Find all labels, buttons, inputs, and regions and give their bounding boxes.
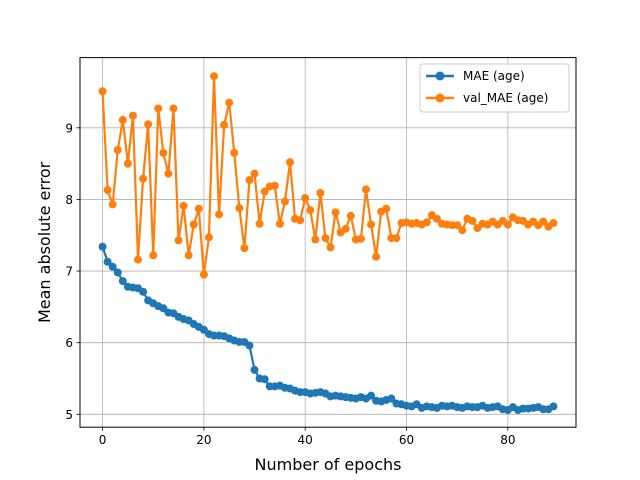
data-point-val-mae	[341, 224, 350, 233]
x-tick-label: 0	[99, 433, 107, 447]
data-point-val-mae	[346, 211, 355, 220]
data-point-val-mae	[210, 72, 219, 81]
data-point-val-mae	[179, 201, 188, 210]
legend-box	[419, 63, 570, 113]
x-axis-label: Number of epochs	[255, 455, 402, 474]
data-point-val-mae	[539, 217, 548, 226]
data-point-mae	[98, 242, 107, 251]
data-point-val-mae	[134, 255, 143, 264]
data-point-val-mae	[306, 206, 315, 215]
data-point-mae	[260, 375, 269, 384]
data-point-val-mae	[98, 87, 107, 96]
data-point-val-mae	[453, 221, 462, 230]
data-point-mae	[113, 268, 122, 277]
y-axis-label: Mean absolute error	[35, 161, 54, 323]
data-point-val-mae	[372, 252, 381, 261]
gridlines	[80, 57, 576, 428]
data-point-val-mae	[260, 187, 269, 196]
data-point-mae	[108, 262, 117, 271]
data-point-val-mae	[240, 244, 249, 253]
data-point-val-mae	[382, 204, 391, 213]
data-point-val-mae	[362, 185, 370, 194]
legend: MAE (age) val_MAE (age)	[419, 63, 570, 113]
data-point-val-mae	[215, 210, 224, 219]
data-point-val-mae	[392, 234, 401, 243]
data-point-val-mae	[432, 214, 441, 223]
data-point-val-mae	[103, 186, 112, 195]
data-point-mae	[387, 394, 396, 403]
data-point-val-mae	[245, 176, 254, 185]
data-point-val-mae	[270, 181, 279, 190]
data-point-val-mae	[118, 115, 127, 124]
data-point-val-mae	[144, 120, 153, 129]
data-point-val-mae	[113, 146, 122, 154]
x-tick-label: 60	[399, 433, 414, 447]
legend-label-val-mae: val_MAE (age)	[463, 91, 548, 105]
data-point-mae	[250, 365, 259, 374]
data-point-val-mae	[503, 220, 512, 229]
data-point-val-mae	[458, 226, 467, 235]
data-point-val-mae	[184, 251, 193, 260]
data-point-val-mae	[235, 204, 244, 213]
data-point-val-mae	[280, 197, 289, 206]
data-point-val-mae	[321, 234, 330, 243]
data-point-val-mae	[108, 200, 117, 209]
x-tick-label: 40	[298, 433, 313, 447]
data-point-val-mae	[326, 243, 335, 252]
data-point-val-mae	[123, 159, 132, 168]
data-point-val-mae	[189, 220, 198, 229]
data-point-val-mae	[255, 219, 264, 228]
series-val-mae	[98, 72, 558, 279]
legend-marker-val-mae	[435, 93, 445, 103]
y-tick-label: 6	[65, 336, 73, 350]
data-point-val-mae	[468, 216, 477, 225]
legend-marker-mae	[435, 71, 445, 81]
y-axis-ticks: 5 6 7 8 9	[65, 121, 80, 422]
data-point-val-mae	[422, 218, 431, 227]
data-point-mae	[549, 402, 558, 411]
data-point-val-mae	[225, 98, 234, 107]
data-point-val-mae	[286, 158, 294, 167]
data-point-val-mae	[149, 251, 158, 260]
data-point-val-mae	[139, 174, 148, 183]
data-point-val-mae	[549, 219, 558, 228]
y-tick-label: 8	[65, 193, 73, 207]
data-point-val-mae	[204, 233, 213, 242]
data-point-mae	[103, 257, 112, 266]
data-point-mae	[367, 391, 376, 400]
data-point-val-mae	[275, 219, 284, 228]
data-point-val-mae	[367, 220, 376, 229]
series-layer	[98, 72, 558, 415]
data-point-val-mae	[159, 148, 168, 157]
data-point-val-mae	[194, 204, 203, 213]
data-point-val-mae	[296, 216, 305, 225]
data-point-val-mae	[169, 104, 178, 113]
data-point-val-mae	[199, 270, 208, 279]
y-tick-label: 5	[65, 408, 73, 422]
plot-frame	[79, 57, 577, 428]
data-point-val-mae	[220, 120, 229, 129]
data-point-mae	[245, 341, 254, 350]
series-mae	[98, 242, 558, 415]
legend-label-mae: MAE (age)	[463, 69, 525, 83]
y-tick-label: 7	[65, 265, 73, 279]
data-point-val-mae	[128, 111, 137, 120]
x-tick-label: 20	[196, 433, 211, 447]
data-point-mae	[139, 287, 148, 296]
data-point-val-mae	[356, 234, 365, 243]
data-point-val-mae	[230, 148, 239, 157]
data-point-val-mae	[331, 208, 340, 217]
data-point-val-mae	[154, 104, 163, 113]
y-tick-label: 9	[65, 121, 73, 135]
data-point-mae	[118, 277, 127, 286]
data-point-val-mae	[250, 169, 259, 178]
data-point-val-mae	[174, 236, 183, 245]
data-point-val-mae	[301, 193, 310, 202]
data-point-val-mae	[311, 235, 320, 244]
x-axis-ticks: 0 20 40 60 80	[99, 427, 515, 447]
data-point-val-mae	[316, 188, 325, 197]
data-point-val-mae	[164, 169, 173, 178]
x-tick-label: 80	[500, 433, 515, 447]
